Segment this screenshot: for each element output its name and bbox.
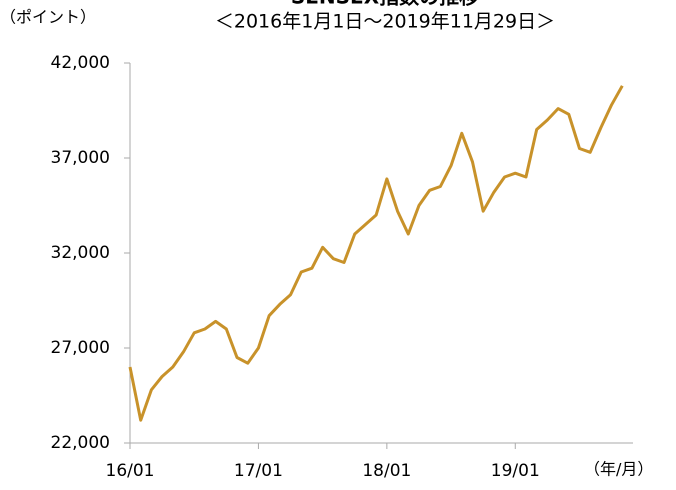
y-axis-label: （ポイント） [0, 8, 96, 27]
y-tick-label: 37,000 [51, 148, 110, 168]
x-tick-label: 17/01 [234, 461, 283, 481]
chart-title: SENSEX指数の推移 [291, 0, 479, 9]
y-tick-label: 27,000 [51, 338, 110, 358]
y-tick-label: 42,000 [51, 53, 110, 73]
x-tick-label: 19/01 [491, 461, 540, 481]
line-series [128, 85, 624, 422]
y-tick-label: 32,000 [51, 243, 110, 263]
chart-subtitle: ＜2016年1月1日～2019年11月29日＞ [215, 11, 555, 33]
x-tick-label: 16/01 [106, 461, 155, 481]
x-tick-label: 18/01 [362, 461, 411, 481]
y-tick-label: 22,000 [51, 433, 110, 453]
x-axis-label: （年/月） [584, 460, 653, 479]
